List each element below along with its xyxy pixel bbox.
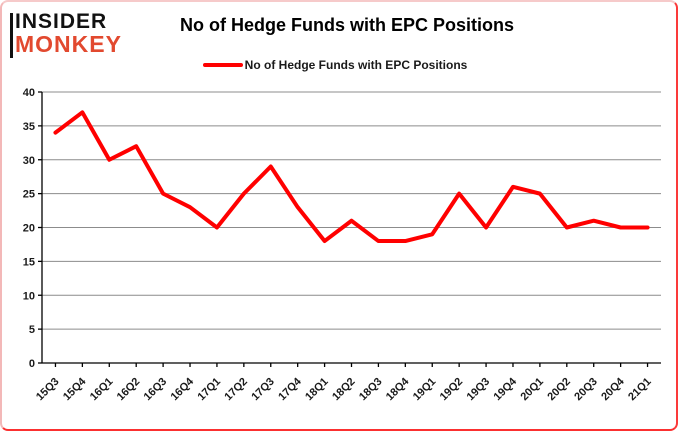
x-tick-label: 16Q2 <box>115 376 143 404</box>
page-title: No of Hedge Funds with EPC Positions <box>179 15 514 35</box>
x-tick-label: 17Q4 <box>276 375 304 403</box>
x-tick-label: 19Q1 <box>411 376 439 404</box>
x-tick-label: 17Q3 <box>249 376 277 404</box>
x-tick-label: 19Q3 <box>465 376 493 404</box>
insider-monkey-logo: INSIDER MONKEY <box>15 11 122 56</box>
x-tick-label: 18Q2 <box>330 376 358 404</box>
chart-legend: No of Hedge Funds with EPC Positions <box>2 58 668 72</box>
x-tick-label: 20Q1 <box>518 376 546 404</box>
legend-line-swatch <box>202 63 243 67</box>
x-tick-label: 17Q2 <box>222 376 250 404</box>
y-tick-label: 5 <box>29 324 35 336</box>
x-tick-label: 16Q3 <box>142 376 170 404</box>
x-tick-label: 16Q1 <box>88 376 116 404</box>
x-tick-label: 15Q3 <box>34 376 62 404</box>
y-tick-label: 0 <box>29 358 35 370</box>
x-tick-label: 20Q3 <box>572 376 600 404</box>
logo-left-bar <box>10 13 13 58</box>
y-tick-label: 25 <box>23 189 35 201</box>
x-tick-label: 19Q4 <box>492 375 520 403</box>
x-tick-label: 16Q4 <box>169 375 197 403</box>
x-tick-label: 21Q1 <box>626 376 654 404</box>
legend-label: No of Hedge Funds with EPC Positions <box>244 58 468 72</box>
x-tick-label: 17Q1 <box>196 376 224 404</box>
x-tick-label: 18Q1 <box>303 376 331 404</box>
logo-text-monkey: MONKEY <box>15 31 122 57</box>
y-tick-label: 10 <box>23 290 35 302</box>
x-tick-label: 18Q4 <box>384 375 412 403</box>
series-line <box>53 110 650 244</box>
logo-text-insider: INSIDER <box>15 10 108 33</box>
x-tick-label: 20Q4 <box>599 375 627 403</box>
x-tick-label: 18Q3 <box>357 376 385 404</box>
x-tick-label: 19Q2 <box>438 376 466 404</box>
y-tick-label: 15 <box>23 256 35 268</box>
y-tick-label: 35 <box>23 121 35 133</box>
x-tick-label: 20Q2 <box>545 376 573 404</box>
y-tick-label: 30 <box>23 155 35 167</box>
y-tick-label: 40 <box>23 87 35 99</box>
x-tick-label: 15Q4 <box>61 375 89 403</box>
y-tick-label: 20 <box>23 223 35 235</box>
